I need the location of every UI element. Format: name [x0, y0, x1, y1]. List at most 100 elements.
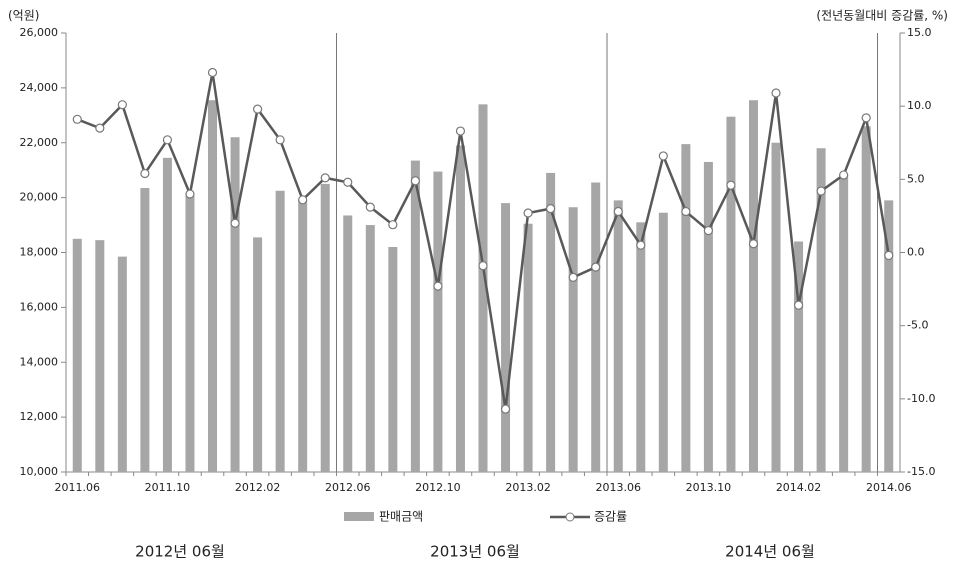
y2-tick-label: 0.0 — [907, 246, 925, 259]
line-marker — [252, 104, 263, 114]
annotation: 2012년 06월 — [135, 543, 225, 561]
bar — [117, 256, 127, 472]
line-marker — [546, 204, 556, 214]
bar — [253, 237, 263, 472]
bar — [839, 174, 849, 472]
line-marker — [275, 135, 285, 145]
bar — [681, 144, 691, 472]
bar — [884, 200, 894, 472]
line-marker — [636, 240, 646, 250]
line-marker — [591, 262, 601, 272]
x-tick-label: 2011.10 — [145, 481, 191, 494]
bar — [275, 190, 285, 472]
line-marker — [861, 113, 871, 123]
bar — [816, 148, 826, 473]
y2-tick-label: -15.0 — [907, 465, 935, 478]
y-tick-label: 26,000 — [20, 26, 59, 39]
line-marker — [839, 170, 849, 180]
line-marker — [140, 168, 150, 179]
line-marker — [230, 218, 240, 228]
line-marker — [207, 67, 218, 78]
line-marker — [748, 239, 759, 249]
y2-tick-label: -10.0 — [907, 392, 935, 405]
bar — [185, 194, 195, 472]
bar — [410, 160, 420, 472]
x-tick-label: 2013.02 — [505, 481, 551, 494]
y-tick-label: 22,000 — [20, 136, 59, 149]
line-marker — [95, 123, 105, 133]
x-tick-label: 2012.10 — [415, 481, 461, 494]
bar — [162, 157, 172, 472]
y2-unit-label: (전년동월대비 증감률, %) — [816, 9, 948, 23]
line-marker — [185, 189, 195, 199]
bar — [208, 100, 218, 473]
bar — [771, 142, 781, 472]
line-marker — [433, 281, 443, 291]
bar — [568, 207, 578, 472]
bar — [703, 161, 713, 473]
bar — [298, 200, 308, 472]
bar — [140, 188, 150, 472]
line-marker — [816, 186, 826, 196]
line-marker — [613, 206, 623, 217]
y-tick-label: 20,000 — [20, 191, 59, 204]
bar — [794, 241, 804, 472]
bar — [320, 183, 330, 472]
bar — [523, 223, 533, 472]
bar — [230, 137, 240, 472]
y-unit-label: (억원) — [8, 9, 39, 23]
bar — [501, 203, 511, 473]
y-tick-label: 14,000 — [20, 355, 59, 368]
line-marker — [523, 208, 533, 218]
bar — [546, 172, 556, 472]
line-marker — [298, 195, 308, 205]
legend-swatch — [344, 512, 374, 521]
line-marker — [343, 177, 353, 187]
y-tick-label: 16,000 — [20, 300, 59, 313]
x-tick-label: 2014.06 — [866, 481, 912, 494]
x-tick-label: 2014.02 — [776, 481, 822, 494]
bar — [343, 215, 353, 472]
y2-tick-label: 15.0 — [907, 26, 932, 39]
line-marker — [365, 202, 375, 212]
bar — [478, 104, 488, 473]
x-tick-label: 2011.06 — [55, 481, 101, 494]
line-marker — [681, 206, 691, 217]
y-tick-label: 12,000 — [20, 410, 59, 423]
line-marker — [884, 250, 894, 261]
line-marker — [72, 114, 82, 124]
y-tick-label: 18,000 — [20, 246, 59, 259]
bar — [591, 182, 601, 473]
line-marker — [793, 300, 804, 310]
bar — [388, 247, 398, 472]
bar — [613, 200, 623, 472]
bar — [95, 240, 105, 472]
legend-label: 판매금액 — [379, 510, 423, 524]
bar — [748, 100, 758, 473]
line-marker — [388, 220, 398, 230]
legend-swatch-marker — [565, 512, 575, 522]
line-marker — [658, 151, 668, 161]
line-marker — [703, 225, 714, 236]
y-tick-label: 24,000 — [20, 81, 59, 94]
bar — [636, 222, 646, 472]
y2-tick-label: 10.0 — [907, 99, 932, 112]
line-marker — [410, 176, 420, 186]
y-tick-label: 10,000 — [20, 465, 59, 478]
bar — [726, 116, 736, 472]
line-marker — [500, 404, 511, 414]
bar — [455, 145, 465, 472]
x-tick-label: 2012.06 — [325, 481, 371, 494]
bar — [658, 212, 668, 472]
line-marker — [726, 180, 736, 190]
line-marker — [568, 272, 578, 282]
x-tick-label: 2013.06 — [595, 481, 641, 494]
bar — [72, 238, 82, 472]
y2-tick-label: 5.0 — [907, 172, 925, 185]
x-tick-label: 2013.10 — [686, 481, 732, 494]
line-marker — [771, 88, 781, 98]
line-marker — [117, 100, 127, 110]
x-tick-label: 2012.02 — [235, 481, 281, 494]
y2-tick-label: -5.0 — [907, 319, 928, 332]
